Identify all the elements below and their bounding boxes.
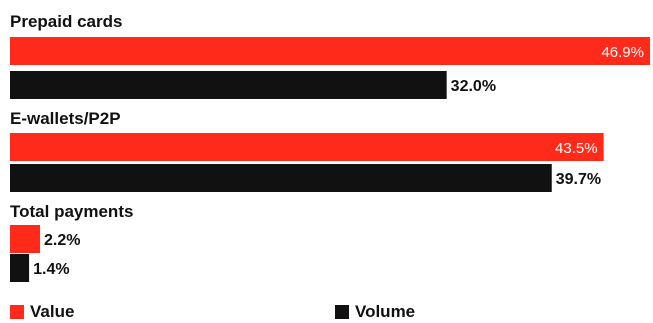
bar-value [10,37,650,65]
bar-value [10,133,604,161]
data-label: 46.9% [601,44,644,61]
data-label: 39.7% [556,171,601,188]
legend-volume-label: Volume [355,302,416,321]
category-label: E-wallets/P2P [10,109,121,128]
bar-volume [10,164,552,192]
legend-volume-swatch [335,305,349,319]
category-label: Total payments [10,202,133,221]
data-label: 1.4% [33,261,69,278]
legend-value-swatch [10,305,24,319]
bar-value [10,225,41,253]
legend-value-label: Value [30,302,75,321]
data-label: 2.2% [44,232,80,249]
data-label: 43.5% [555,140,598,157]
legend-volume: Volume [335,302,415,322]
legend-value: Value [10,302,74,322]
bar-volume [10,71,447,99]
category-label: Prepaid cards [10,12,122,31]
bar-volume [10,254,30,282]
data-label: 32.0% [451,78,496,95]
